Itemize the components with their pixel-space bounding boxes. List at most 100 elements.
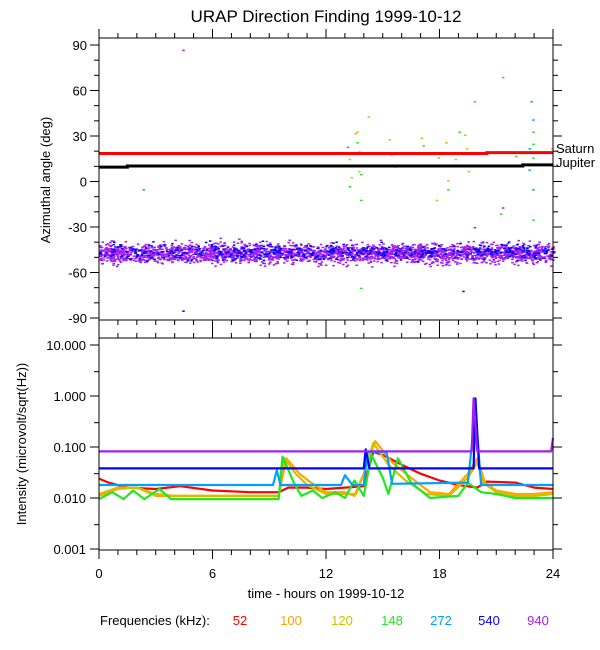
scatter-point [516, 249, 520, 251]
scatter-point [324, 246, 327, 248]
scatter-point [305, 244, 309, 247]
scatter-point [382, 243, 385, 245]
scatter-point [124, 250, 127, 252]
scatter-point [239, 258, 242, 260]
scatter-point [393, 262, 396, 264]
scatter-point [235, 253, 238, 255]
scatter-point [375, 255, 378, 257]
scatter-point [232, 241, 236, 243]
scatter-point [231, 253, 234, 255]
scatter-point [484, 251, 487, 254]
scatter-point [507, 253, 510, 255]
scatter-point [508, 249, 511, 251]
scatter-point [262, 262, 265, 264]
scatter-point [505, 257, 508, 259]
scatter-point [480, 250, 484, 252]
scatter-point [249, 251, 253, 253]
scatter-point [431, 242, 434, 245]
scatter-point [431, 253, 435, 255]
scatter-point [292, 261, 295, 264]
scatter-point [541, 251, 544, 253]
scatter-point [165, 250, 169, 253]
scatter-point [548, 242, 551, 245]
scatter-point [221, 253, 224, 256]
scatter-point [101, 241, 104, 243]
scatter-point [490, 253, 493, 256]
scatter-point [215, 258, 218, 260]
scatter-point [536, 254, 539, 256]
scatter-point [540, 246, 543, 248]
scatter-point [423, 248, 427, 250]
scatter-point [115, 265, 119, 268]
scatter-point [311, 253, 315, 255]
scatter-point [263, 265, 267, 267]
scatter-point [517, 247, 520, 250]
scatter-point-272 [142, 189, 146, 191]
scatter-point [342, 243, 345, 246]
scatter-point [285, 250, 289, 252]
scatter-point [471, 257, 474, 260]
scatter-point [455, 253, 459, 256]
scatter-point [162, 257, 166, 259]
scatter-point [239, 253, 243, 255]
scatter-point [120, 245, 123, 247]
scatter-point [203, 255, 206, 258]
scatter-point [434, 258, 437, 260]
scatter-point [413, 243, 416, 246]
scatter-point [472, 246, 475, 248]
scatter-point [108, 244, 111, 247]
scatter-point [177, 245, 181, 247]
scatter-point [493, 255, 496, 257]
scatter-point [269, 261, 272, 264]
scatter-point [347, 252, 351, 254]
scatter-point [190, 260, 193, 262]
y-tick-label: 0.010 [53, 491, 86, 506]
scatter-point [256, 247, 259, 250]
scatter-point [118, 260, 122, 262]
scatter-point [157, 253, 161, 256]
scatter-point [402, 256, 406, 258]
scatter-point [450, 251, 454, 253]
scatter-point [299, 251, 302, 254]
scatter-point [510, 247, 513, 249]
scatter-point [411, 256, 415, 258]
scatter-point [411, 261, 415, 263]
scatter-point [324, 248, 327, 251]
scatter-point [359, 251, 362, 253]
scatter-point [243, 246, 246, 249]
scatter-point [426, 247, 430, 249]
scatter-point [218, 250, 221, 253]
scatter-point [528, 255, 531, 257]
scatter-point [423, 263, 427, 265]
scatter-point [183, 253, 186, 255]
scatter-point [376, 253, 380, 255]
scatter-point [494, 257, 498, 259]
scatter-point [114, 248, 117, 250]
y-tick-label: 90 [73, 38, 87, 53]
scatter-point [110, 252, 114, 254]
scatter-point [412, 254, 415, 256]
scatter-point [425, 252, 428, 255]
series-line-120 [98, 441, 554, 497]
scatter-point [321, 253, 324, 256]
scatter-point [400, 256, 403, 259]
scatter-point [356, 249, 360, 251]
scatter-point [452, 251, 456, 253]
scatter-point [329, 246, 332, 248]
scatter-point [298, 260, 302, 262]
scatter-point [417, 244, 420, 247]
scatter-point [310, 249, 314, 252]
scatter-point [171, 256, 175, 259]
scatter-point [386, 253, 390, 256]
scatter-point [156, 261, 160, 264]
scatter-point [550, 255, 553, 257]
scatter-point [261, 251, 264, 253]
x-tick-label: 6 [209, 566, 216, 581]
scatter-point [241, 259, 244, 261]
scatter-point [297, 249, 300, 251]
scatter-point [478, 251, 482, 253]
scatter-point [293, 245, 297, 248]
scatter-point [341, 252, 344, 255]
scatter-point [354, 244, 357, 246]
scatter-point [177, 257, 181, 259]
